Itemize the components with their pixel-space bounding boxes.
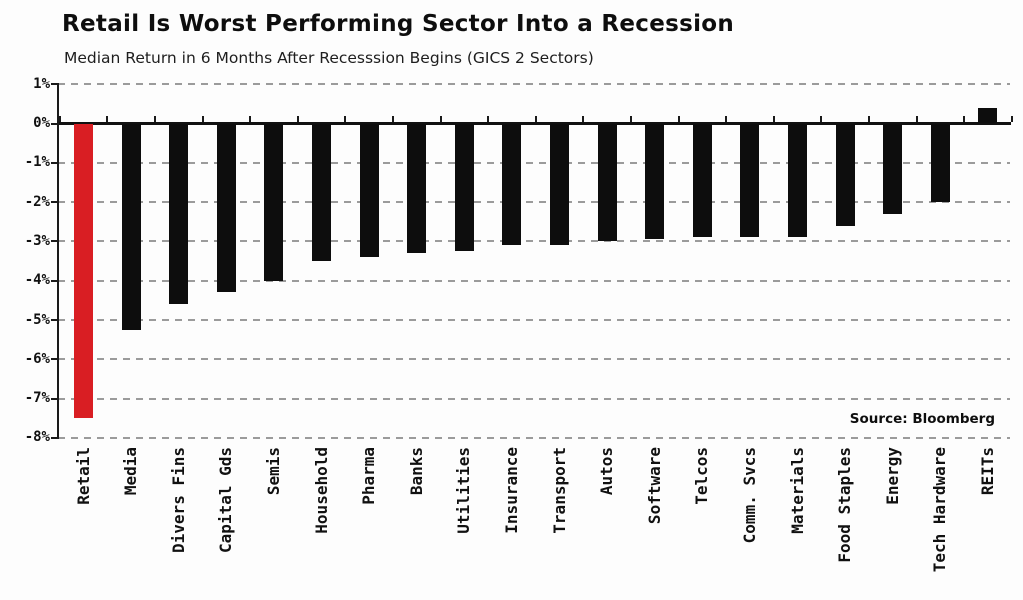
x-tick-label: Semis <box>263 447 283 496</box>
bar-banks <box>407 123 427 254</box>
gridline <box>58 397 1010 400</box>
bar-software <box>645 123 665 240</box>
x-axis-tick <box>487 116 490 122</box>
x-axis-tick <box>153 116 156 122</box>
x-tick-label: REITs <box>977 447 997 496</box>
x-tick-label: Food Staples <box>835 447 855 563</box>
gridline <box>58 201 1010 204</box>
x-axis-tick <box>1010 116 1013 122</box>
bar-transport <box>550 123 569 246</box>
x-axis-tick <box>677 116 680 122</box>
y-tick-label: -5% <box>24 311 50 328</box>
bar-autos <box>597 123 617 242</box>
bar-comm-svcs <box>740 123 760 238</box>
x-axis-tick <box>629 116 632 122</box>
x-tick-label: Household <box>311 447 331 534</box>
x-tick-label: Energy <box>882 447 902 505</box>
gridline <box>58 279 1010 282</box>
y-tick-label: -2% <box>24 193 50 210</box>
x-tick-label: Materials <box>787 447 807 534</box>
bar-reits <box>978 107 998 124</box>
x-tick-label: Comm. Svcs <box>739 447 759 544</box>
bar-food-staples <box>835 123 855 226</box>
y-tick-label: -8% <box>24 429 50 446</box>
x-axis-tick <box>106 116 109 122</box>
gridline <box>58 161 1010 164</box>
x-axis-tick <box>772 116 775 122</box>
source-note: Source: Bloomberg <box>849 411 995 427</box>
x-axis-tick <box>915 116 918 122</box>
chart-subtitle: Median Return in 6 Months After Recesssi… <box>64 49 594 67</box>
x-axis-tick <box>725 116 728 122</box>
x-tick-label: Media <box>121 447 141 496</box>
y-axis-tick <box>50 83 57 86</box>
bar-utilities <box>454 123 474 252</box>
x-tick-label: Retail <box>73 447 93 505</box>
x-tick-label: Divers Fins <box>168 447 188 553</box>
bar-insurance <box>502 123 522 246</box>
y-tick-label: -1% <box>24 154 50 171</box>
x-axis-tick <box>344 116 347 122</box>
x-tick-label: Transport <box>549 447 569 534</box>
bar-semis <box>264 123 284 281</box>
bar-materials <box>788 123 807 238</box>
y-tick-label: -3% <box>24 232 50 249</box>
x-axis-tick <box>534 116 537 122</box>
y-axis-tick <box>50 397 57 400</box>
x-tick-label: Autos <box>597 447 617 496</box>
y-tick-label: -7% <box>24 390 50 407</box>
x-axis-tick <box>582 116 585 122</box>
bar-media <box>121 123 141 330</box>
y-tick-label: -4% <box>24 272 50 289</box>
x-tick-label: Software <box>644 447 664 525</box>
x-tick-label: Banks <box>406 447 426 496</box>
gridline <box>58 358 1010 361</box>
y-axis-tick <box>50 122 57 125</box>
zero-baseline <box>58 122 1011 125</box>
gridline <box>58 240 1010 243</box>
x-axis-tick <box>439 116 442 122</box>
x-axis-tick <box>820 116 823 122</box>
x-axis-tick <box>249 116 252 122</box>
x-tick-label: Pharma <box>359 447 379 505</box>
x-tick-label: Telcos <box>692 447 712 505</box>
y-axis-tick <box>50 436 57 439</box>
x-axis-tick <box>296 116 299 122</box>
y-axis-tick <box>50 240 57 243</box>
gridline <box>58 319 1010 321</box>
bar-tech-hardware <box>930 123 950 203</box>
x-tick-label: Tech Hardware <box>930 447 950 573</box>
y-axis-tick <box>50 358 57 361</box>
x-axis-tick <box>963 116 966 122</box>
y-axis-tick <box>50 201 57 204</box>
bar-pharma <box>359 123 379 258</box>
y-tick-label: 0% <box>33 115 50 131</box>
gridline <box>58 436 1010 439</box>
y-axis-tick <box>50 161 57 164</box>
gridline <box>58 83 1010 86</box>
bar-divers-fins <box>169 123 189 305</box>
bar-energy <box>883 123 903 214</box>
chart-title: Retail Is Worst Performing Sector Into a… <box>62 11 735 37</box>
y-axis-tick <box>50 279 57 282</box>
x-tick-label: Capital Gds <box>216 447 236 553</box>
x-axis-tick <box>201 116 204 122</box>
y-axis <box>56 83 59 439</box>
y-tick-label: 1% <box>33 75 50 92</box>
bar-capital-gds <box>216 123 236 293</box>
x-axis-tick <box>58 116 61 122</box>
y-tick-label: -6% <box>24 350 50 367</box>
bar-telcos <box>692 123 712 238</box>
y-axis-tick <box>50 319 57 321</box>
x-tick-label: Insurance <box>501 447 521 534</box>
bar-household <box>312 123 331 262</box>
bar-retail <box>74 123 93 419</box>
x-axis-tick <box>391 116 394 122</box>
x-axis-tick <box>867 116 870 122</box>
x-tick-label: Utilities <box>454 447 474 534</box>
